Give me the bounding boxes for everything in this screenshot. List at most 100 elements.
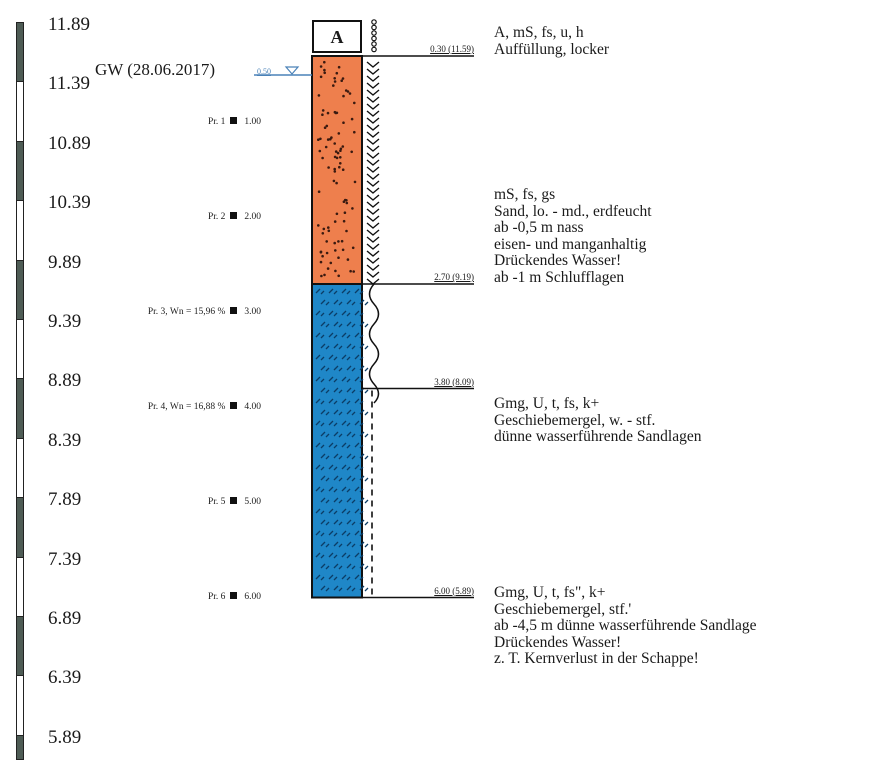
- sample-label: Pr. 5: [207, 496, 226, 507]
- sand-dot: [346, 90, 350, 93]
- sand-dot: [341, 77, 345, 80]
- sand-dot: [332, 179, 336, 183]
- elevation-label: 10.39: [48, 192, 91, 214]
- damp-chevron: [366, 243, 380, 250]
- description-line: Gmg, U, t, fs, k+: [494, 395, 600, 412]
- sand-dot: [334, 111, 338, 115]
- sand-dot: [323, 71, 327, 75]
- elevation-label: 8.39: [48, 429, 82, 451]
- damp-chevron: [366, 166, 380, 173]
- till-hatch: [333, 475, 343, 482]
- till-hatch: [354, 574, 364, 581]
- till-hatch: [333, 519, 343, 526]
- description-line: ab -4,5 m dünne wasserführende Sandlage: [494, 617, 757, 634]
- sand-dot: [333, 241, 337, 245]
- sand-dot: [333, 80, 337, 83]
- till-hatch: [328, 332, 338, 339]
- sample-marker: Pr. 6 6.00: [207, 591, 261, 602]
- till-hatch: [320, 409, 330, 416]
- fill-bead: [371, 41, 377, 47]
- till-hatch: [341, 486, 351, 493]
- layer-header-A: A: [312, 20, 362, 53]
- sample-marker: Pr. 4, Wn = 16,88 % 4.00: [148, 401, 261, 412]
- layer-description: A, mS, fs, u, h Auffüllung, locker: [494, 24, 609, 58]
- layer-description: Gmg, U, t, fs, k+ Geschiebemergel, w. - s…: [494, 395, 701, 446]
- till-hatch: [346, 321, 356, 328]
- elevation-label: 11.89: [48, 14, 91, 35]
- sand-dot: [351, 246, 355, 250]
- till-hatch: [315, 530, 325, 537]
- damp-chevron: [366, 215, 380, 222]
- groundwater-depth: 0.50: [257, 67, 271, 76]
- till-hatch: [328, 376, 338, 383]
- sample-label: Pr. 6: [207, 591, 226, 602]
- sand-dot: [327, 166, 330, 169]
- till-hatch: [315, 486, 325, 493]
- elevation-label: 7.89: [48, 489, 82, 511]
- till-hatch: [346, 431, 356, 438]
- till-hatch: [328, 552, 338, 559]
- till-hatch: [315, 398, 325, 405]
- damp-chevron: [366, 187, 380, 194]
- damp-chevron: [366, 89, 380, 96]
- damp-chevron: [366, 117, 380, 124]
- sand-dot: [353, 130, 356, 134]
- sand-dot: [337, 65, 341, 69]
- till-hatch: [315, 376, 325, 383]
- sand-dot: [324, 145, 328, 149]
- sample-depth: 1.00: [244, 116, 261, 127]
- till-hatch: [333, 409, 343, 416]
- sand-dot: [319, 65, 323, 68]
- water-level-icon: [284, 66, 300, 75]
- till-hatch: [354, 310, 364, 317]
- description-line: Drückendes Wasser!: [494, 633, 622, 651]
- damp-chevron: [366, 201, 380, 208]
- sand-dot: [352, 270, 356, 273]
- sand-dot: [317, 224, 320, 227]
- till-hatch: [359, 431, 369, 438]
- sand-dot: [346, 258, 350, 261]
- till-hatch: [359, 475, 369, 482]
- damp-chevron: [366, 173, 380, 180]
- sand-dot: [337, 240, 340, 243]
- sample-depth: 4.00: [244, 401, 261, 412]
- elevation-label: 9.39: [48, 311, 82, 332]
- till-hatch: [346, 387, 356, 394]
- sand-dot: [337, 132, 341, 135]
- till-hatch: [341, 442, 351, 449]
- sand-dot: [325, 124, 329, 128]
- damp-chevron: [366, 159, 380, 166]
- elevation-label: 8.89: [48, 370, 82, 392]
- till-hatch: [328, 464, 338, 471]
- till-hatch: [341, 288, 351, 295]
- boundary-depth-label: 6.00 (5.89): [434, 585, 474, 596]
- sand-dot: [318, 149, 322, 153]
- sand-dot: [323, 68, 326, 72]
- sand-dot: [317, 94, 321, 97]
- till-hatch: [341, 310, 351, 317]
- boundary-depth-label: 3.80 (8.09): [434, 376, 474, 387]
- sand-dot: [319, 251, 323, 254]
- sand-dot: [351, 207, 354, 210]
- damp-chevron: [366, 75, 380, 82]
- sand-dot: [321, 113, 324, 116]
- sand-dot: [334, 150, 338, 153]
- till-hatch: [346, 519, 356, 526]
- sample-marker: Pr. 1 1.00: [208, 116, 261, 127]
- till-hatch: [320, 299, 330, 306]
- elevation-label: 10.89: [48, 132, 91, 154]
- fill-bead: [371, 35, 377, 42]
- sand-dot: [342, 219, 346, 223]
- sand-dot: [339, 147, 343, 151]
- layer-till: [311, 283, 363, 599]
- sand-dot: [335, 212, 339, 216]
- sample-square-icon: [230, 211, 238, 219]
- description-line: Geschiebemergel, stf.': [494, 600, 632, 618]
- sand-dot: [327, 229, 331, 233]
- sand-dot: [339, 156, 342, 159]
- sand-dot: [335, 71, 339, 75]
- till-hatch: [333, 387, 343, 394]
- damp-chevron: [366, 264, 380, 271]
- till-hatch: [359, 585, 369, 592]
- till-hatch: [328, 530, 338, 537]
